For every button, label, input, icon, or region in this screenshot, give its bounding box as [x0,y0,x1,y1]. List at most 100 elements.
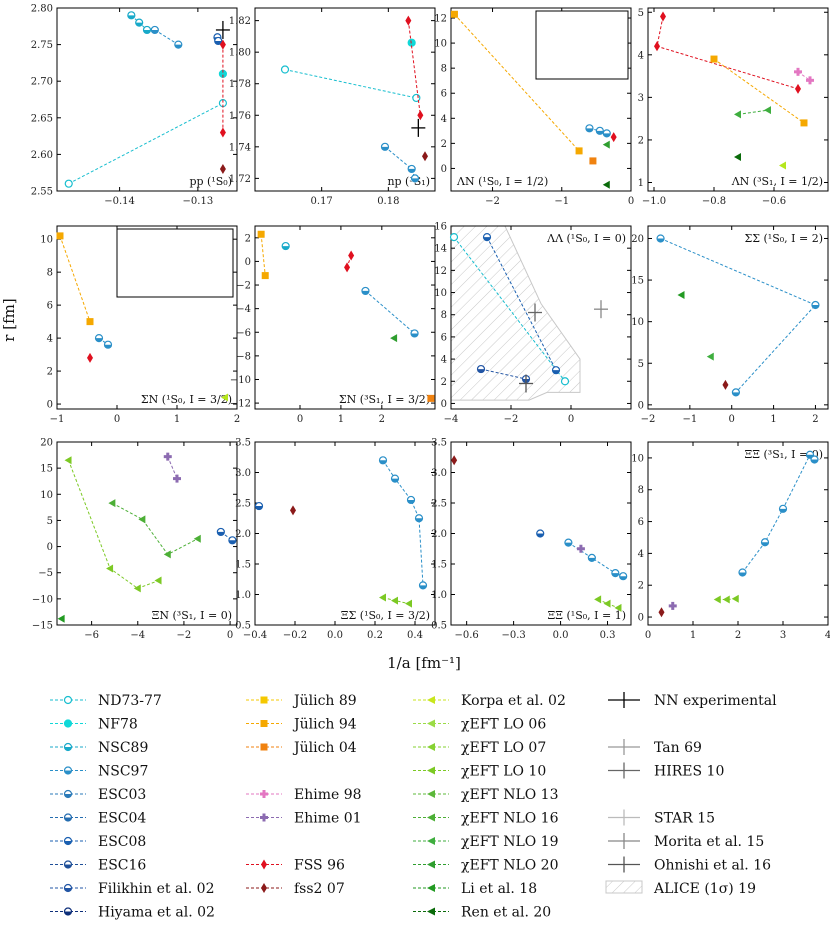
legend-label: Morita et al. 15 [654,834,764,850]
legend-entry: ESC08 [50,834,146,850]
inset-box [116,228,234,298]
data-point [163,550,171,559]
legend-marker [63,719,73,728]
data-point [290,505,296,516]
legend-marker [63,695,73,705]
series-nsc97 [380,142,420,183]
data-point [133,584,141,593]
y-tick-label: −15 [32,621,53,632]
legend-label: χEFT LO 07 [461,740,546,756]
series-esc08 [216,527,237,545]
series-korpa-et-al-02 [221,393,228,402]
legend: ND73-77 NF78 NSC89 NSC97 ESC03 ESC04 ESC08 ESC1… [50,692,777,921]
x-tick-label: −0.6 [762,196,786,207]
panel-frame [56,7,238,192]
panel-label: ΞΞ (³S₁, I = 0) [745,448,823,461]
series-nsc89 [281,241,290,251]
legend-marker [427,884,435,892]
x-tick-label: −0.14 [104,196,135,207]
data-point [764,106,771,115]
panel-label: ΣN (¹S₀, I = 3/2) [141,393,232,406]
legend-label: HIRES 10 [654,764,724,780]
series-line [480,368,527,380]
x-tick-label: −0.4 [243,630,267,641]
data-point [106,564,114,573]
y-tick-label: 4 [441,355,447,366]
data-point-fill [483,237,491,241]
legend-entry: Jülich 04 [246,740,357,756]
data-point [407,38,416,47]
legend-entry: ND73-77 [50,693,162,709]
legend-entry: ESC04 [50,811,146,827]
series-j-lich-89 [56,232,94,326]
legend-label: Ehime 98 [294,787,362,803]
data-point [779,161,786,170]
series--eft-nlo-19 [734,106,771,119]
series-ehime-01 [576,544,585,553]
series-li-et-al-18 [677,291,685,300]
data-point [602,180,610,189]
series-esc08 [254,501,264,511]
panel-np_3S1: 0.17 0.18 1.72 1.74 1.76 1.78 1.80 1.82 np (³S₁) [229,7,436,207]
series--eft-nlo-20 [390,334,398,343]
legend-label: ESC04 [98,811,146,827]
legend-entry: HIRES 10 [608,762,724,780]
series-ohnishi-et-al-16 [519,374,533,393]
series-line [68,102,224,185]
y-tick-label: 10 [631,317,644,328]
legend-marker [260,743,268,751]
panel-XS_1S0: −0.4 −0.2 0.0 0.2 0.4 0.5 1.0 1.5 2.0 2.5 3.0 3.5 ΞΣ… [235,438,436,641]
legend-entry: χEFT LO 10 [413,764,546,780]
series-korpa-et-al-02 [779,161,786,170]
data-point [795,83,801,94]
series-line [167,456,178,479]
legend-label: Ohnishi et al. 16 [654,858,771,874]
y-tick-label: 0 [638,613,644,624]
legend-entry: χEFT NLO 19 [413,834,559,850]
x-tick-label: −2 [641,414,656,425]
data-point [64,456,72,465]
data-point [154,576,162,585]
y-tick-label: 2 [638,135,644,146]
panel-SN_1S0: −1 0 1 2 0 2 4 6 8 10 ΣN (¹S₀, I = 3/2) [40,225,240,425]
legend-label: NSC97 [98,764,148,780]
legend-label: ESC16 [98,858,146,874]
series-fss2-07 [422,151,428,162]
legend-entry: Ohnishi et al. 16 [608,856,771,874]
legend-entry: Filikhin et al. 02 [50,881,215,897]
x-tick-label: −0.6 [455,630,479,641]
panel-XX_3S1: 0 1 2 3 4 0 2 4 6 8 10 ΞΞ (³S₁, I = 0) [631,441,830,641]
y-tick-label: 2.0 [431,529,447,540]
series--eft-nlo-16 [108,499,201,559]
legend-entry: χEFT NLO 20 [413,858,559,874]
legend-entry: NF78 [50,717,138,733]
y-tick-label: 12 [434,266,447,277]
data-point [422,151,428,162]
legend-marker [261,859,267,870]
y-tick-label: 0 [441,164,447,175]
series-hires-10 [528,303,542,322]
x-tick-label: 0.2 [367,630,383,641]
data-point [257,230,265,238]
data-point [602,140,610,149]
panel-frame [647,7,829,192]
panel-frame [450,7,632,192]
data-point [610,132,617,143]
y-tick-label: 2.5 [235,499,251,510]
y-tick-label: 3 [638,93,644,104]
data-point-fill [779,508,787,513]
legend-swatch [605,880,643,894]
legend-marker [427,907,435,916]
y-tick-label: 6 [441,332,447,343]
data-point [390,334,398,343]
x-tick-label: 4 [825,630,830,641]
y-tick-label: −6 [236,328,251,339]
x-tick-label: −0.13 [183,196,214,207]
y-tick-label: −4 [236,304,251,315]
data-point-fill [391,478,399,483]
series-li-et-al-18 [57,614,65,623]
series-fss-96 [219,39,226,138]
data-point [713,595,721,604]
data-point [138,515,146,524]
series--eft-lo-10 [713,594,739,604]
